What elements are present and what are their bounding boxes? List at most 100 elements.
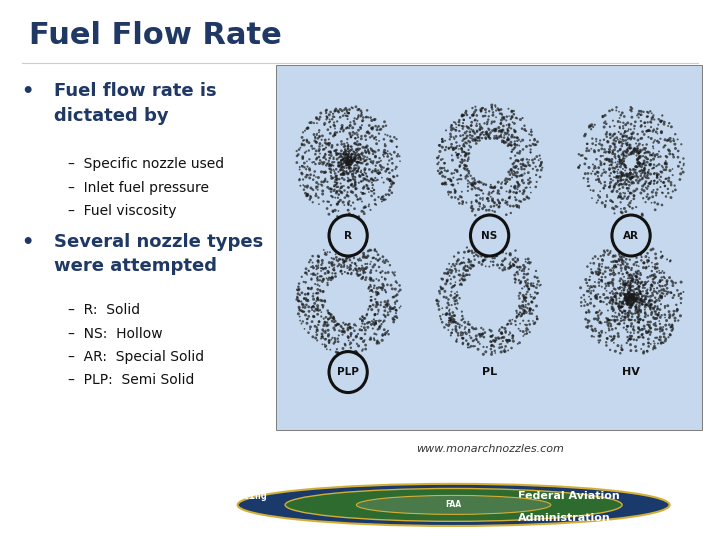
Point (523, 156, 535, 164)
Point (336, 151, 347, 160)
Point (471, 119, 482, 128)
Point (305, 263, 317, 272)
Point (520, 255, 531, 264)
Point (312, 301, 323, 310)
Point (603, 324, 615, 333)
Point (335, 267, 346, 276)
Point (507, 160, 518, 168)
Point (644, 323, 656, 332)
Point (652, 178, 663, 186)
Point (373, 306, 384, 314)
Point (487, 254, 498, 262)
Point (452, 150, 464, 159)
Point (471, 247, 482, 255)
Point (365, 296, 377, 305)
Point (644, 297, 655, 306)
Point (608, 209, 620, 218)
Point (644, 300, 656, 309)
Point (379, 258, 390, 267)
Point (634, 167, 646, 176)
Point (292, 289, 304, 298)
Point (320, 334, 332, 343)
Point (342, 158, 354, 167)
Point (653, 308, 665, 317)
Point (597, 169, 608, 178)
Point (333, 162, 344, 171)
Point (467, 205, 479, 213)
Point (510, 133, 521, 142)
Point (618, 124, 629, 132)
Point (499, 176, 510, 185)
Point (631, 347, 642, 355)
Point (454, 116, 465, 124)
Point (657, 325, 668, 334)
Point (333, 198, 344, 207)
Point (639, 291, 650, 300)
Point (618, 132, 629, 141)
Point (321, 159, 333, 168)
Point (384, 305, 396, 313)
Point (358, 184, 369, 193)
Point (624, 294, 636, 302)
Point (611, 162, 622, 171)
Point (508, 183, 520, 192)
Point (504, 328, 516, 336)
Point (457, 198, 469, 207)
Point (440, 310, 451, 319)
Point (343, 145, 354, 153)
Point (613, 255, 625, 264)
Point (522, 158, 534, 167)
Point (631, 291, 642, 299)
Point (303, 302, 315, 311)
Point (647, 113, 658, 122)
Point (625, 294, 636, 302)
Point (599, 202, 611, 211)
Point (340, 145, 351, 154)
Point (297, 170, 308, 178)
Point (376, 273, 387, 281)
Point (649, 177, 660, 185)
Point (467, 126, 479, 135)
Point (342, 112, 354, 120)
Point (656, 201, 667, 210)
Point (332, 183, 343, 191)
Point (315, 113, 326, 122)
Point (521, 155, 533, 164)
Point (331, 179, 343, 187)
Point (613, 180, 625, 189)
Point (344, 160, 356, 169)
Point (648, 164, 660, 172)
Point (663, 119, 675, 127)
Point (603, 319, 615, 327)
Point (654, 278, 665, 286)
Text: Fuel Flow Rate: Fuel Flow Rate (29, 21, 282, 50)
Point (650, 310, 662, 319)
Point (317, 264, 328, 273)
Point (336, 157, 347, 165)
Point (328, 155, 339, 164)
Point (451, 291, 463, 300)
Point (330, 176, 341, 184)
Point (520, 297, 531, 306)
Point (308, 302, 320, 310)
Point (593, 254, 604, 263)
Point (324, 154, 336, 163)
Point (510, 151, 521, 160)
Point (505, 261, 516, 270)
Point (361, 253, 372, 262)
Point (343, 147, 355, 156)
Point (613, 284, 625, 293)
Point (613, 250, 625, 259)
Point (490, 239, 501, 248)
Point (639, 179, 651, 188)
Point (478, 244, 490, 253)
Point (616, 179, 627, 188)
Point (302, 289, 314, 298)
Point (626, 130, 638, 138)
Point (486, 348, 498, 356)
Point (326, 254, 338, 262)
Point (639, 300, 651, 309)
Point (525, 145, 536, 154)
Point (337, 325, 348, 333)
Point (371, 266, 382, 275)
